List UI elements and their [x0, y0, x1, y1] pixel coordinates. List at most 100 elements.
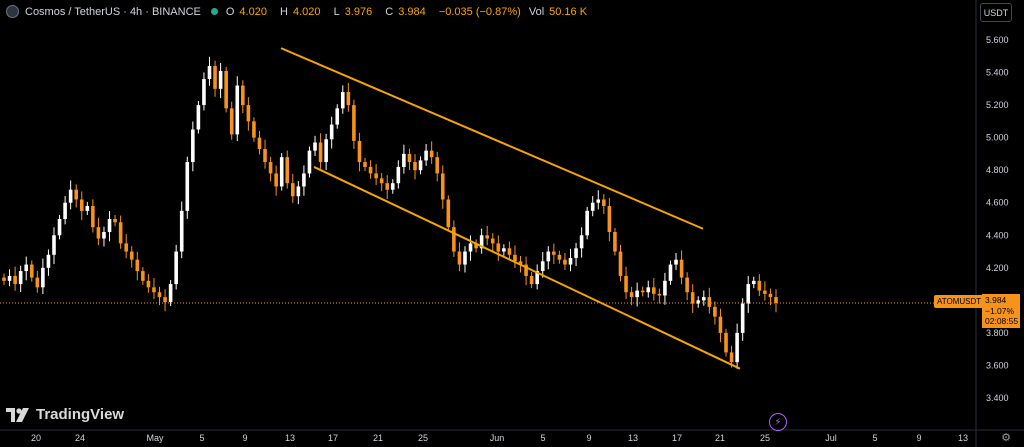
y-tick-label: 5.600 [986, 35, 1009, 45]
candle-body [735, 332, 739, 363]
candle-body [41, 267, 45, 288]
candle-body [574, 248, 578, 259]
candle-body [279, 157, 284, 187]
x-tick-label: 20 [31, 433, 41, 443]
candle-body [763, 290, 767, 294]
x-tick-label: May [146, 433, 164, 443]
low-value: 3.976 [344, 5, 373, 18]
candle-body [168, 284, 173, 302]
candle-body [157, 292, 162, 298]
candle-body [652, 287, 656, 294]
candle-body [407, 153, 412, 163]
y-tick-label: 3.800 [986, 328, 1009, 338]
candle-body [590, 202, 595, 211]
lightning-icon[interactable]: ⚡ [769, 413, 787, 431]
candle-body [179, 210, 184, 252]
candle-body [440, 173, 445, 200]
candle-body [529, 275, 534, 285]
candle-body [102, 232, 106, 239]
candle-body [663, 280, 667, 296]
tradingview-logo[interactable]: TradingView [6, 406, 124, 423]
candle-body [113, 219, 117, 223]
candle-body [602, 199, 606, 206]
volume-value: 50.16 K [549, 5, 588, 18]
candle-body [424, 150, 428, 161]
candle-body [635, 290, 639, 298]
candle-body [374, 173, 378, 179]
x-tick-label: 5 [540, 433, 545, 443]
channel-upper-line [280, 47, 704, 230]
candle-body [263, 149, 267, 163]
candle-body [618, 251, 623, 276]
candle-body [57, 219, 62, 236]
candle-body [191, 129, 195, 163]
candle-body [668, 264, 673, 281]
last-price: 3.984 [985, 295, 1007, 305]
candle-body [241, 85, 245, 106]
candle-body [385, 183, 390, 190]
candle-body [79, 199, 84, 211]
x-tick-label: 5 [872, 433, 877, 443]
candle-body [463, 251, 467, 265]
candle-body [429, 150, 434, 158]
candle-body [629, 292, 634, 298]
x-tick-label: 21 [715, 433, 725, 443]
candle-body [729, 352, 734, 363]
candle-body [352, 105, 356, 141]
candle-body [613, 232, 617, 252]
y-tick-label: 3.600 [986, 360, 1009, 370]
candle-body [118, 222, 123, 244]
x-tick-label: 21 [373, 433, 383, 443]
candle-body [685, 277, 689, 293]
candle-body [52, 235, 56, 255]
candle-body [213, 66, 217, 89]
candle-body [107, 219, 112, 233]
candle-body [507, 248, 512, 255]
candle-body [46, 254, 51, 268]
candle-body [746, 284, 751, 304]
candle-body [674, 259, 678, 265]
candle-body [268, 162, 273, 174]
currency-unit-button[interactable]: USDT [980, 3, 1012, 22]
candle-body [640, 290, 645, 293]
candle-body [85, 205, 90, 211]
candle-body [96, 227, 101, 239]
change-value: −0.035 (−0.87%) [438, 5, 521, 18]
cosmos-logo-icon [6, 5, 19, 18]
price-badge: 3.984 −1.07% 02:08:55 [982, 294, 1020, 328]
candle-body [229, 108, 234, 135]
tradingview-wordmark: TradingView [36, 406, 125, 423]
candle-body [485, 235, 489, 239]
candle-body [607, 205, 612, 233]
y-tick-label: 5.000 [986, 133, 1009, 143]
candle-body [235, 85, 240, 135]
candle-body [579, 235, 584, 249]
x-tick-label: 24 [75, 433, 85, 443]
candle-body [563, 259, 567, 265]
candle-body [624, 275, 628, 293]
candle-body [390, 183, 395, 190]
candle-body [357, 140, 362, 163]
candle-body [707, 297, 712, 307]
candle-body [174, 251, 178, 285]
x-tick-label: 25 [418, 433, 428, 443]
candle-body [474, 243, 478, 249]
x-tick-label: 13 [958, 433, 968, 443]
symbol-title[interactable]: Cosmos / TetherUS · 4h · BINANCE [25, 5, 201, 18]
y-tick-label: 4.200 [986, 263, 1009, 273]
candle-body [313, 142, 317, 151]
candle-body [596, 199, 601, 203]
gear-icon[interactable]: ⚙ [1001, 432, 1011, 444]
candle-body [302, 173, 306, 187]
candle-body [18, 271, 23, 285]
candle-body [7, 275, 12, 281]
x-tick-label: Jun [490, 433, 505, 443]
channel-lower-line [313, 166, 741, 370]
candle-body [751, 280, 756, 285]
candle-body [2, 277, 6, 281]
y-tick-label: 4.600 [986, 198, 1009, 208]
candle-body [218, 70, 223, 89]
candle-body [490, 238, 495, 244]
candle-body [768, 293, 773, 298]
